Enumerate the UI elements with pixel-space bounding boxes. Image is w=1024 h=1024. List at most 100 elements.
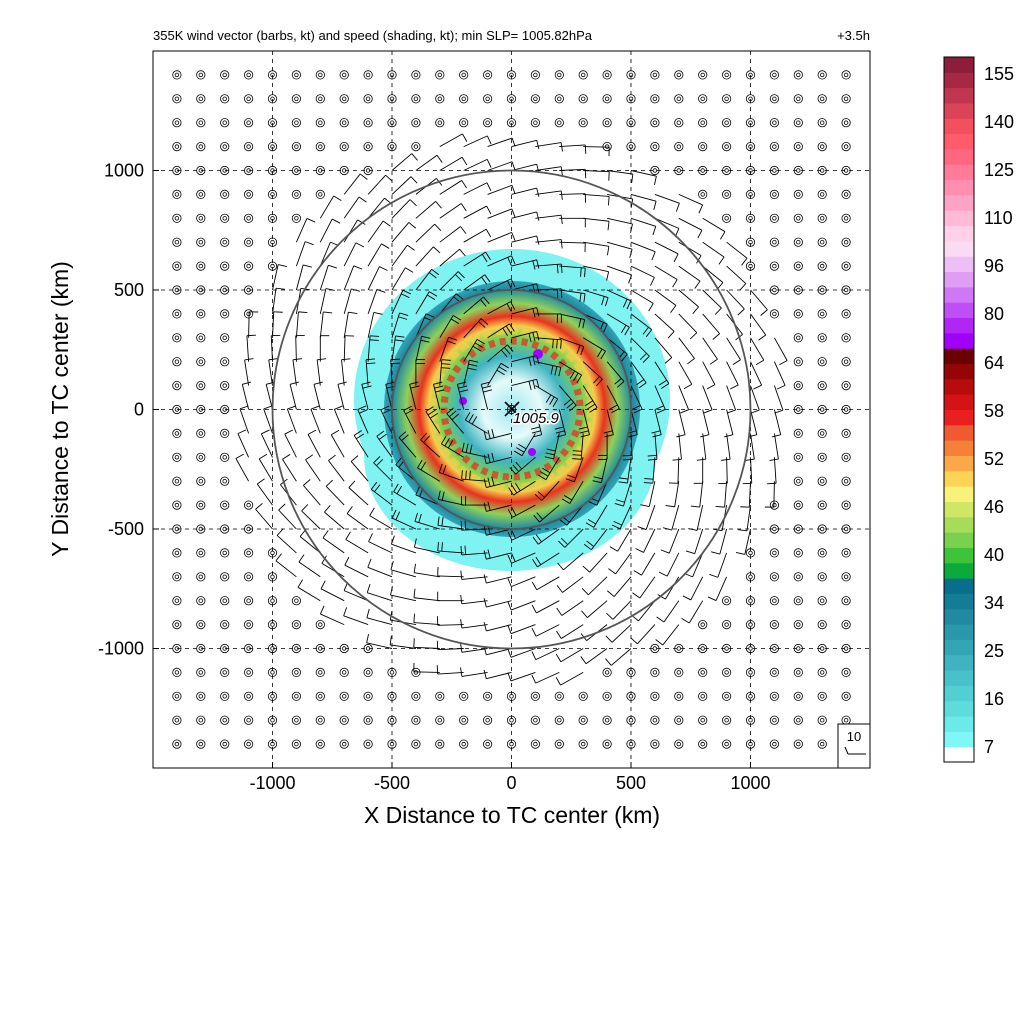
calm-marker-inner — [342, 694, 347, 699]
wind-barb-flag — [650, 277, 655, 286]
calm-marker — [244, 213, 254, 223]
calm-marker-inner — [820, 239, 825, 245]
calm-marker — [459, 739, 469, 749]
wind-barb-flag — [709, 358, 718, 365]
calm-marker-inner — [796, 550, 801, 556]
wind-barb-flag — [511, 232, 516, 241]
wind-barb-flag — [321, 555, 327, 564]
calm-marker — [793, 261, 803, 271]
wind-barb-flag — [425, 313, 435, 318]
wind-barb-flag — [310, 405, 320, 410]
calm-marker — [769, 142, 780, 152]
wind-barb-flag — [401, 434, 409, 441]
calm-marker — [291, 189, 301, 199]
wind-barb-shaft — [286, 408, 297, 434]
wind-barb-flag — [552, 398, 559, 407]
wind-barb-flag — [651, 251, 656, 261]
wind-barb-shaft — [511, 211, 537, 219]
wind-barb-shaft — [320, 588, 345, 602]
calm-marker-inner — [796, 479, 801, 484]
wind-barb-shaft — [297, 586, 321, 602]
wind-barb-flag — [437, 516, 440, 526]
wind-barb-shaft — [284, 433, 297, 458]
calm-marker — [482, 691, 493, 701]
wind-barb-flag — [480, 318, 489, 325]
wind-barb-flag — [447, 340, 456, 345]
calm-marker — [674, 94, 684, 104]
calm-marker-inner — [772, 239, 777, 245]
calm-marker — [769, 596, 780, 606]
calm-marker — [196, 94, 206, 104]
calm-marker-inner — [318, 718, 323, 723]
calm-marker-inner — [796, 216, 801, 221]
calm-marker — [220, 142, 230, 152]
wind-barb-flag — [298, 311, 308, 314]
wind-barb-flag — [675, 202, 680, 212]
calm-marker — [817, 213, 827, 223]
wind-barb-shaft — [343, 288, 352, 315]
wind-barb-flag — [738, 529, 748, 532]
calm-marker-inner — [557, 96, 562, 101]
wind-barb-flag — [632, 405, 641, 410]
wind-barb-shaft — [487, 184, 513, 195]
calm-marker — [793, 739, 803, 749]
calm-marker — [817, 715, 827, 725]
wind-barb-flag — [423, 435, 430, 443]
wind-barb-flag — [481, 381, 491, 385]
wind-barb-flag — [632, 592, 641, 599]
wind-barb-flag — [460, 203, 467, 212]
calm-marker — [841, 500, 851, 510]
wind-barb-flag — [395, 457, 402, 466]
calm-marker — [841, 619, 851, 630]
wind-barb-flag — [651, 430, 661, 434]
wind-barb-flag — [486, 205, 492, 215]
calm-marker-inner — [294, 192, 299, 197]
wind-barb-shaft — [461, 671, 488, 677]
wind-barb-flag — [511, 485, 518, 494]
y-tick-label: 500 — [114, 280, 144, 300]
purple-spot — [459, 397, 467, 405]
calm-marker — [196, 118, 206, 128]
wind-barb-flag — [369, 339, 379, 341]
colorbar-segment — [944, 210, 974, 227]
wind-barb-shaft — [367, 312, 375, 338]
calm-marker — [220, 500, 230, 510]
min-slp-label: 1005.9 — [513, 410, 560, 427]
wind-barb-shaft — [750, 289, 768, 311]
calm-marker-inner — [198, 670, 203, 675]
calm-marker-inner — [700, 192, 705, 197]
wind-barb-shaft — [750, 385, 760, 411]
wind-barb-flag — [357, 219, 366, 225]
calm-marker — [220, 309, 230, 319]
calm-marker — [363, 715, 373, 725]
x-axis-title: X Distance to TC center (km) — [364, 802, 660, 828]
x-tick-label: -500 — [374, 773, 410, 793]
calm-marker — [220, 237, 230, 247]
colorbar-segment — [944, 194, 974, 211]
colorbar-segment — [944, 501, 974, 518]
calm-marker-inner — [174, 239, 180, 245]
wind-barb-flag — [507, 257, 512, 266]
colorbar-label: 96 — [984, 256, 1004, 276]
calm-marker-inner — [700, 96, 705, 101]
calm-marker-inner — [198, 574, 203, 579]
wind-barb-shaft — [486, 648, 512, 656]
calm-marker-inner — [843, 694, 849, 699]
wind-barb-flag — [353, 430, 362, 436]
wind-barb-flag — [446, 407, 454, 415]
wind-barb-shaft — [237, 433, 250, 458]
calm-marker-inner — [174, 694, 180, 699]
calm-marker-inner — [246, 622, 251, 627]
wind-barb-flag — [536, 331, 540, 341]
wind-barb-shaft — [773, 457, 777, 484]
wind-barb-shaft — [295, 264, 304, 291]
wind-barb-flag — [330, 429, 340, 436]
wind-barb-flag — [597, 348, 603, 358]
calm-marker-inner — [461, 120, 466, 125]
wind-barb-shaft — [654, 409, 662, 435]
wind-barb-flag — [536, 235, 540, 245]
wind-barb-flag — [536, 211, 540, 221]
wind-barb-shaft — [637, 624, 656, 645]
calm-marker — [721, 213, 732, 223]
wind-barb-flag — [535, 556, 542, 565]
